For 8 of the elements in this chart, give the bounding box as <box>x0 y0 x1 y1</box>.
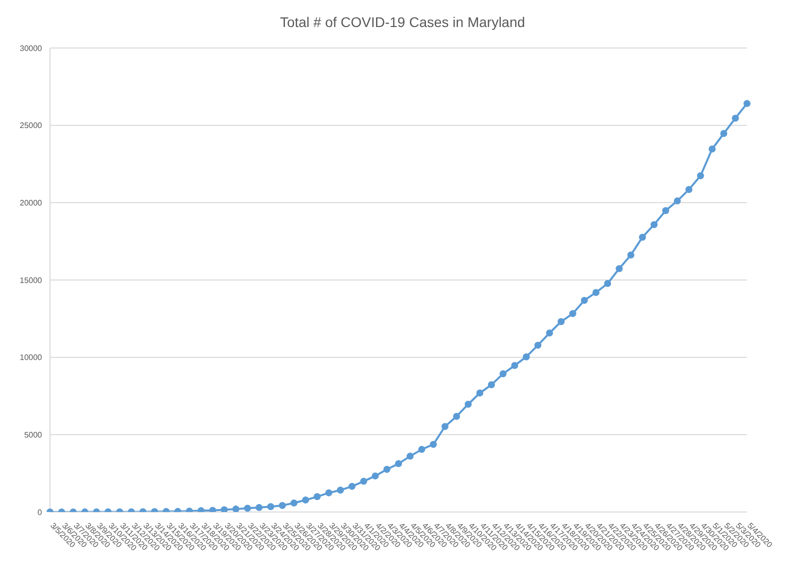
y-tick-label: 5000 <box>24 430 43 440</box>
chart-title: Total # of COVID-19 Cases in Maryland <box>278 13 526 32</box>
y-tick-label: 25000 <box>20 121 43 130</box>
y-tick-label: 30000 <box>20 44 43 53</box>
y-tick-label: 0 <box>38 508 43 517</box>
y-tick-label: 15000 <box>20 276 43 285</box>
y-tick-label: 20000 <box>20 198 43 208</box>
y-tick-label: 10000 <box>20 353 43 362</box>
